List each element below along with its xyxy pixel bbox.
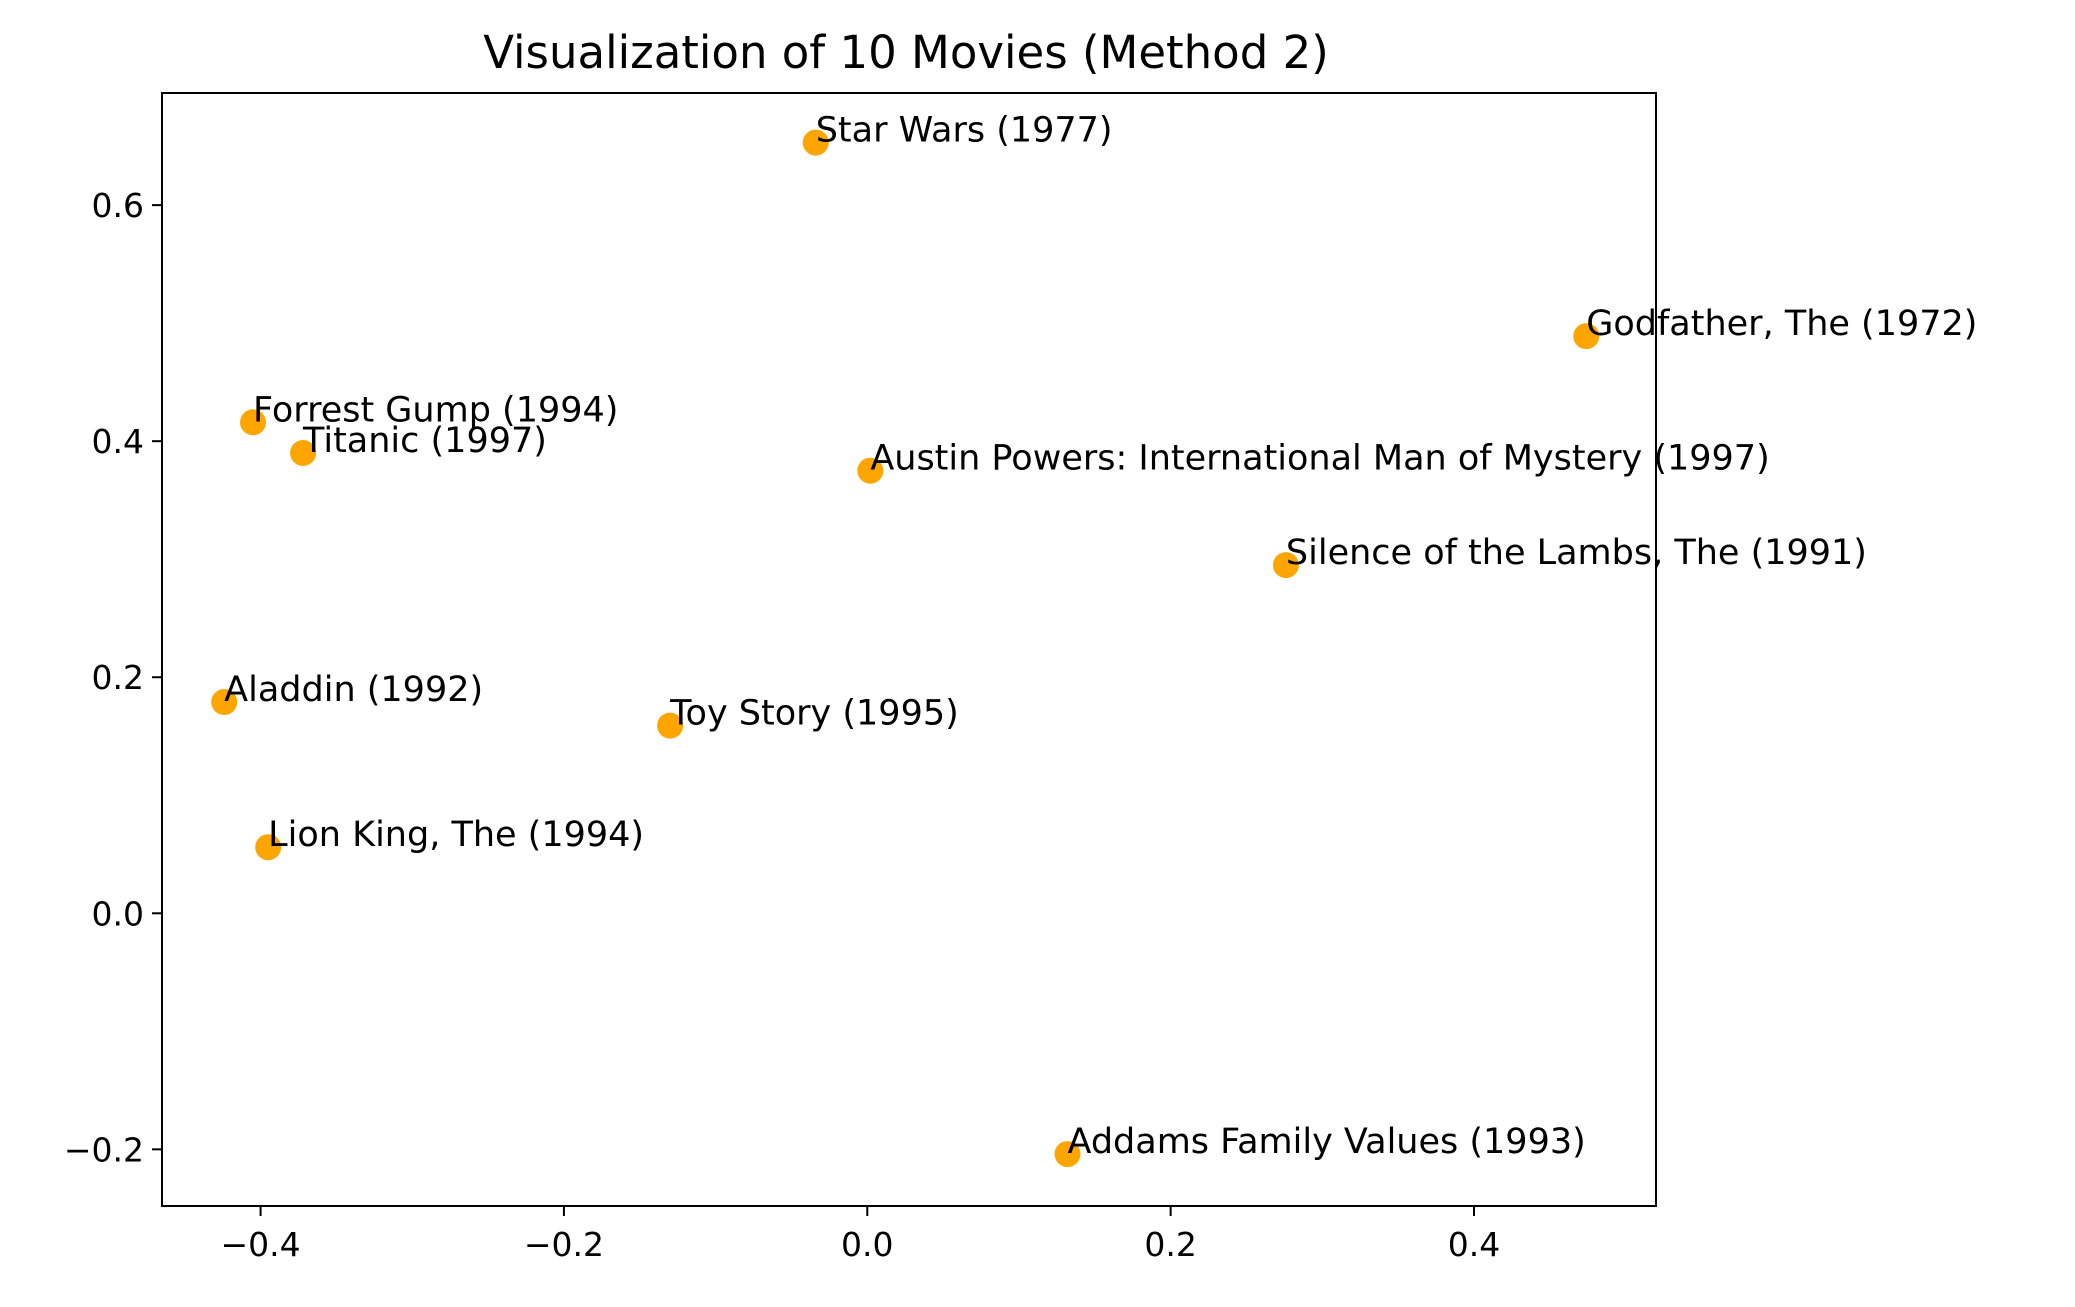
- data-point: [1054, 1141, 1081, 1168]
- y-tick-label: 0.2: [92, 658, 144, 697]
- data-point: [255, 834, 282, 861]
- data-point-label: Addams Family Values (1993): [1068, 1122, 1586, 1162]
- data-point-label: Aladdin (1992): [224, 670, 483, 710]
- chart-title: Visualization of 10 Movies (Method 2): [483, 26, 1329, 79]
- data-point-label: Lion King, The (1994): [268, 815, 644, 855]
- data-point: [1573, 323, 1600, 350]
- data-point-label: Forrest Gump (1994): [253, 390, 618, 430]
- y-tick-label: 0.0: [92, 894, 144, 933]
- data-point-label: Titanic (1997): [302, 421, 547, 461]
- data-point: [240, 409, 267, 436]
- data-point-label: Godfather, The (1972): [1586, 304, 1977, 344]
- data-point-label: Austin Powers: International Man of Myst…: [870, 439, 1769, 479]
- x-tick-label: 0.2: [1144, 1225, 1196, 1264]
- x-tick-label: 0.4: [1448, 1225, 1500, 1264]
- data-point: [857, 457, 884, 484]
- plot-area: −0.4 −0.2 0.0 0.2 0.4 −0.2 0.0 0.2 0.4 0.6 Star Wa…: [64, 92, 1977, 1264]
- data-point-label: Toy Story (1995): [669, 694, 959, 734]
- data-point: [657, 712, 684, 739]
- data-point-label: Star Wars (1977): [816, 111, 1113, 151]
- data-point-label: Silence of the Lambs, The (1991): [1286, 533, 1867, 573]
- data-point: [1272, 552, 1299, 579]
- x-tick-label: 0.0: [841, 1225, 893, 1264]
- data-point: [802, 129, 829, 156]
- x-tick-label: −0.4: [221, 1225, 301, 1264]
- y-tick-label: −0.2: [64, 1130, 144, 1169]
- y-tick-label: 0.6: [92, 186, 144, 225]
- y-tick-label: 0.4: [92, 422, 144, 461]
- data-point: [290, 439, 317, 466]
- x-tick-label: −0.2: [524, 1225, 604, 1264]
- data-point: [211, 689, 238, 716]
- axes-frame: [161, 92, 1657, 1207]
